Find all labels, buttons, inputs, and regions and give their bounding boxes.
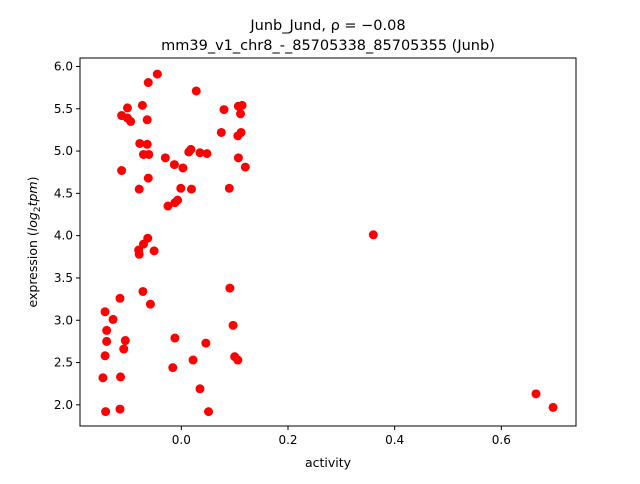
data-point [145, 299, 155, 309]
y-tick-label: 3.0 [54, 313, 73, 327]
data-point [233, 355, 243, 365]
data-point [122, 103, 132, 113]
plot-frame [79, 57, 577, 427]
y-tick-label: 4.0 [54, 229, 73, 243]
data-point [135, 138, 145, 148]
data-point [186, 144, 196, 154]
data-point [134, 184, 144, 194]
data-point [119, 344, 129, 354]
y-axis: 2.0 2.5 3.0 3.5 4.0 4.5 5.0 5.5 6.0 [54, 59, 80, 412]
data-point [142, 139, 152, 149]
y-axis-label-suffix: ) [25, 177, 40, 182]
data-point [236, 127, 246, 137]
y-tick-label: 5.0 [54, 144, 73, 158]
chart-title-line1: Junb_Jund, ρ = −0.08 [249, 18, 405, 34]
x-axis-label: activity [305, 455, 352, 470]
data-point [143, 173, 153, 183]
x-tick-label: 0.2 [278, 433, 297, 447]
data-point [144, 149, 154, 159]
data-point [176, 183, 186, 193]
data-point [142, 115, 152, 125]
data-point [115, 293, 125, 303]
data-point [117, 166, 127, 176]
data-point [186, 184, 196, 194]
data-point [219, 105, 229, 115]
data-point [98, 373, 108, 383]
data-point [225, 283, 235, 293]
data-point [178, 163, 188, 173]
data-point [233, 153, 243, 163]
data-point [100, 351, 110, 361]
data-point [240, 162, 250, 172]
y-tick-label: 5.5 [54, 102, 73, 116]
y-tick-label: 4.5 [54, 186, 73, 200]
data-point [143, 78, 153, 88]
y-axis-label-prefix: expression ( [25, 231, 40, 307]
x-tick-label: 0.0 [172, 433, 191, 447]
data-point [368, 230, 378, 240]
x-axis: 0.0 0.2 0.4 0.6 [172, 426, 511, 447]
data-point [195, 148, 205, 158]
y-axis-label-sub: 2 [33, 206, 43, 212]
data-point [170, 333, 180, 343]
data-point [108, 314, 118, 324]
x-tick-label: 0.6 [492, 433, 511, 447]
data-point [188, 355, 198, 365]
data-point [163, 201, 173, 211]
data-point [100, 307, 110, 317]
data-point [531, 389, 541, 399]
data-point [191, 86, 201, 96]
data-point [116, 372, 126, 382]
y-tick-label: 2.5 [54, 356, 73, 370]
chart-title-line2: mm39_v1_chr8_-_85705338_85705355 (Junb) [161, 38, 495, 54]
data-point [120, 336, 130, 346]
data-point [204, 407, 214, 417]
data-point [134, 249, 144, 259]
data-point [216, 127, 226, 137]
data-point [237, 100, 247, 110]
data-point [102, 336, 112, 346]
data-point [236, 109, 246, 119]
data-point [224, 183, 234, 193]
y-tick-label: 6.0 [54, 59, 73, 73]
data-point [169, 160, 179, 170]
y-axis-label-tpm: tpm [25, 181, 40, 206]
y-axis-label-log: log [25, 212, 40, 231]
data-point [101, 407, 111, 417]
data-point [201, 338, 211, 348]
data-point [228, 320, 238, 330]
data-point [195, 384, 205, 394]
x-tick-label: 0.4 [385, 433, 404, 447]
data-point [126, 116, 136, 126]
data-point [115, 404, 125, 414]
data-point [138, 286, 148, 296]
data-point [202, 149, 212, 159]
y-tick-label: 2.0 [54, 398, 73, 412]
y-axis-label: expression (log2tpm) [25, 177, 43, 308]
data-point [548, 402, 558, 412]
data-points [98, 69, 558, 417]
y-tick-label: 3.5 [54, 271, 73, 285]
data-point [149, 246, 159, 256]
data-point [160, 153, 170, 163]
data-point [168, 363, 178, 373]
data-point [152, 69, 162, 79]
data-point [102, 325, 112, 335]
data-point [170, 198, 180, 208]
data-point [137, 100, 147, 110]
